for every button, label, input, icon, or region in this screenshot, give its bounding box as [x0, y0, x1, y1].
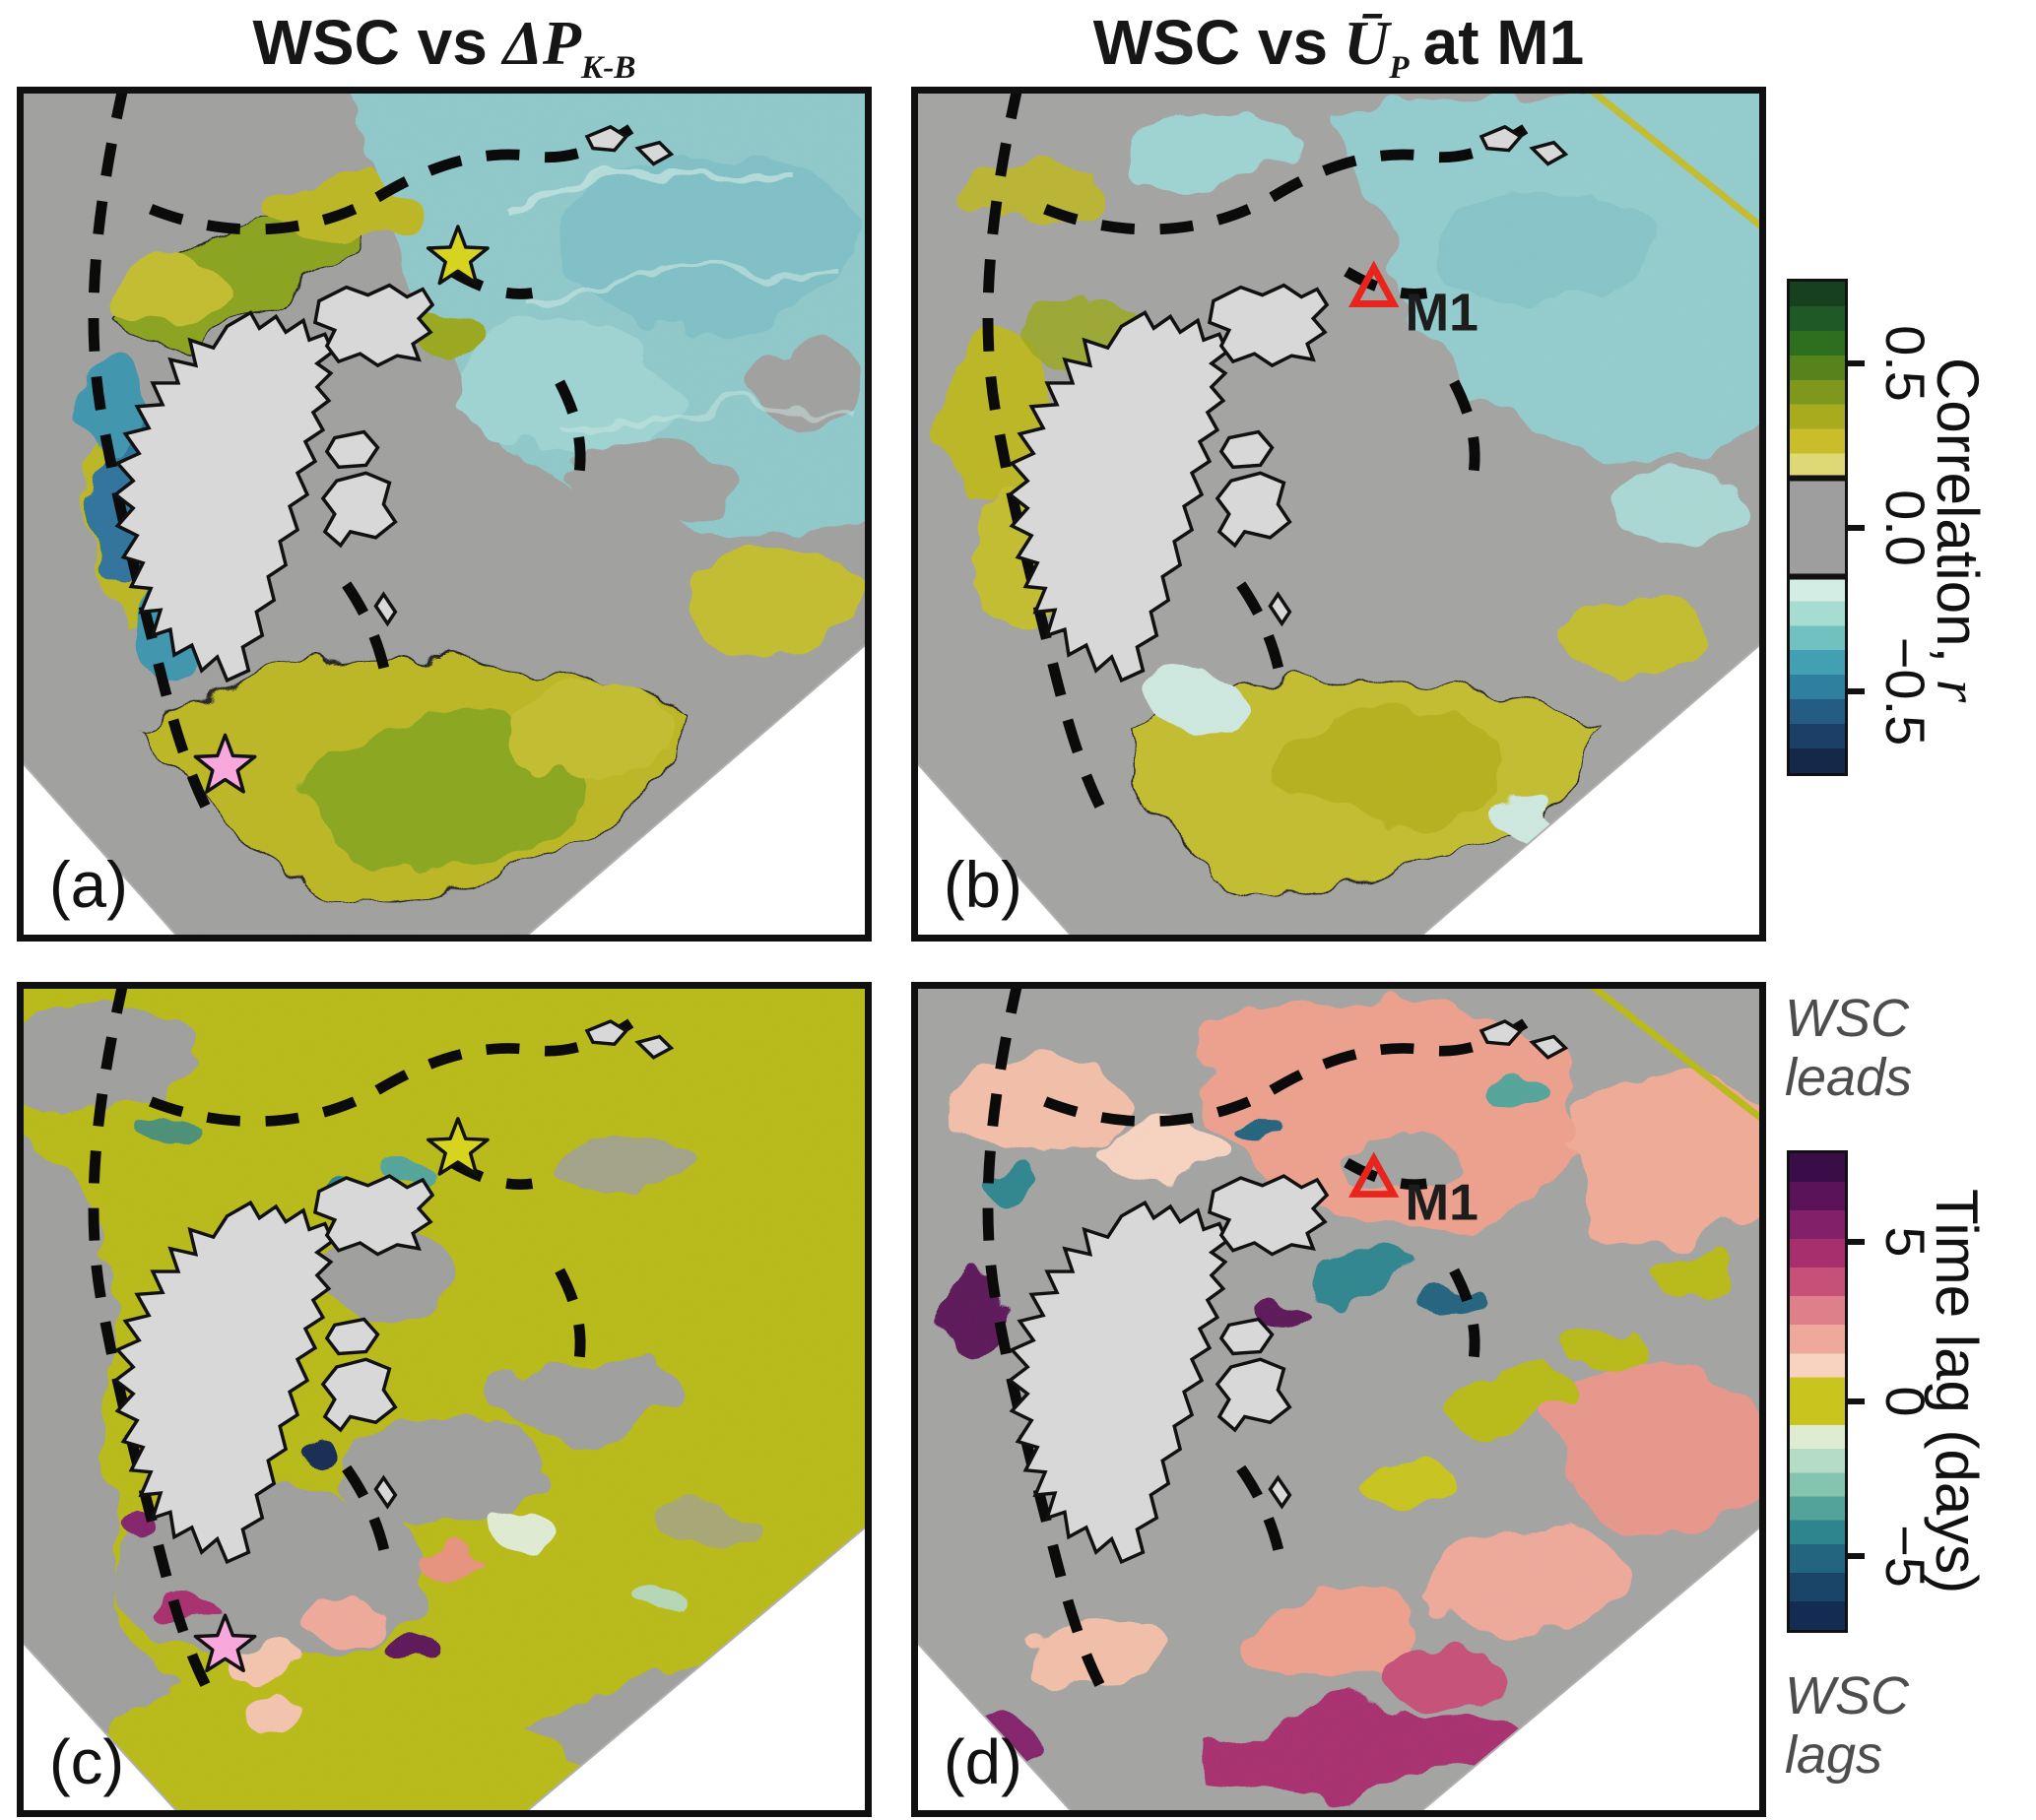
column-title-right: WSC vs ŪP at M1	[911, 0, 1766, 86]
panel-b-map: M1 (b)	[911, 87, 1766, 942]
panel-d-canvas: M1 (d)	[918, 989, 1759, 1810]
tick-label: −5	[1874, 1524, 1937, 1588]
tick-mark	[1848, 688, 1865, 695]
tick-label: 0	[1874, 1386, 1937, 1417]
tick-mark	[1848, 359, 1865, 366]
panel-c-map: (c)	[17, 982, 872, 1817]
title-left-prefix: WSC vs	[252, 7, 488, 78]
colorbar-timelag-title: Time lag (days)	[1924, 1189, 1990, 1594]
wsc-lags-note: WSC lags	[1785, 1666, 1909, 1786]
panel-a-canvas: (a)	[24, 94, 865, 935]
colorbar-timelag: 5 0 −5	[1787, 1150, 1937, 1633]
panel-label-d: (d)	[944, 1726, 1022, 1797]
panel-label-a: (a)	[49, 849, 128, 921]
title-right-subscript: P	[1389, 48, 1410, 86]
title-right-symbol: Ū	[1344, 8, 1390, 78]
colorbar-correlation-title-text: Correlation,	[1925, 357, 1991, 680]
title-left-symbol: ΔP	[502, 8, 582, 78]
column-title-left: WSC vs ΔPK-B	[17, 0, 872, 86]
colorbar-correlation-bar	[1787, 279, 1848, 776]
panel-d-map: M1 (d)	[911, 982, 1766, 1817]
tick-label: 0.0	[1874, 488, 1937, 566]
tick-label: 5	[1874, 1226, 1937, 1258]
wsc-leads-line1: WSC	[1785, 989, 1909, 1048]
tick-mark	[1848, 1239, 1865, 1246]
colorbar-correlation-title-symbol: r	[1925, 679, 1990, 703]
panel-label-c: (c)	[49, 1726, 124, 1797]
panel-c-canvas: (c)	[24, 989, 865, 1810]
tick-mark	[1848, 524, 1865, 531]
title-right-prefix: WSC vs	[1092, 7, 1329, 78]
tick-label: 0.5	[1874, 324, 1937, 402]
tick-mark	[1848, 1398, 1865, 1404]
panel-label-b: (b)	[944, 849, 1022, 921]
wsc-leads-note: WSC leads	[1785, 989, 1912, 1108]
tick-label: −0.5	[1874, 636, 1937, 747]
panel-b-canvas: M1 (b)	[918, 94, 1759, 935]
colorbar-correlation: 0.5 0.0 −0.5	[1787, 279, 1937, 776]
title-right-suffix: at M1	[1422, 7, 1585, 78]
wsc-lags-line1: WSC	[1785, 1666, 1909, 1725]
colorbar-correlation-title: Correlation, r	[1923, 264, 1992, 796]
title-right-math: ŪP	[1344, 8, 1410, 86]
wsc-leads-line2: leads	[1785, 1048, 1913, 1108]
colorbar-timelag-bar	[1787, 1150, 1848, 1633]
mooring-m1-label: M1	[1406, 1174, 1478, 1231]
tick-mark	[1848, 1552, 1865, 1559]
title-left-math: ΔPK-B	[502, 8, 636, 86]
mooring-m1-label: M1	[1406, 283, 1478, 342]
title-left-subscript: K-B	[581, 48, 636, 86]
panel-a-map: (a)	[17, 87, 872, 942]
wsc-lags-line2: lags	[1785, 1725, 1883, 1786]
